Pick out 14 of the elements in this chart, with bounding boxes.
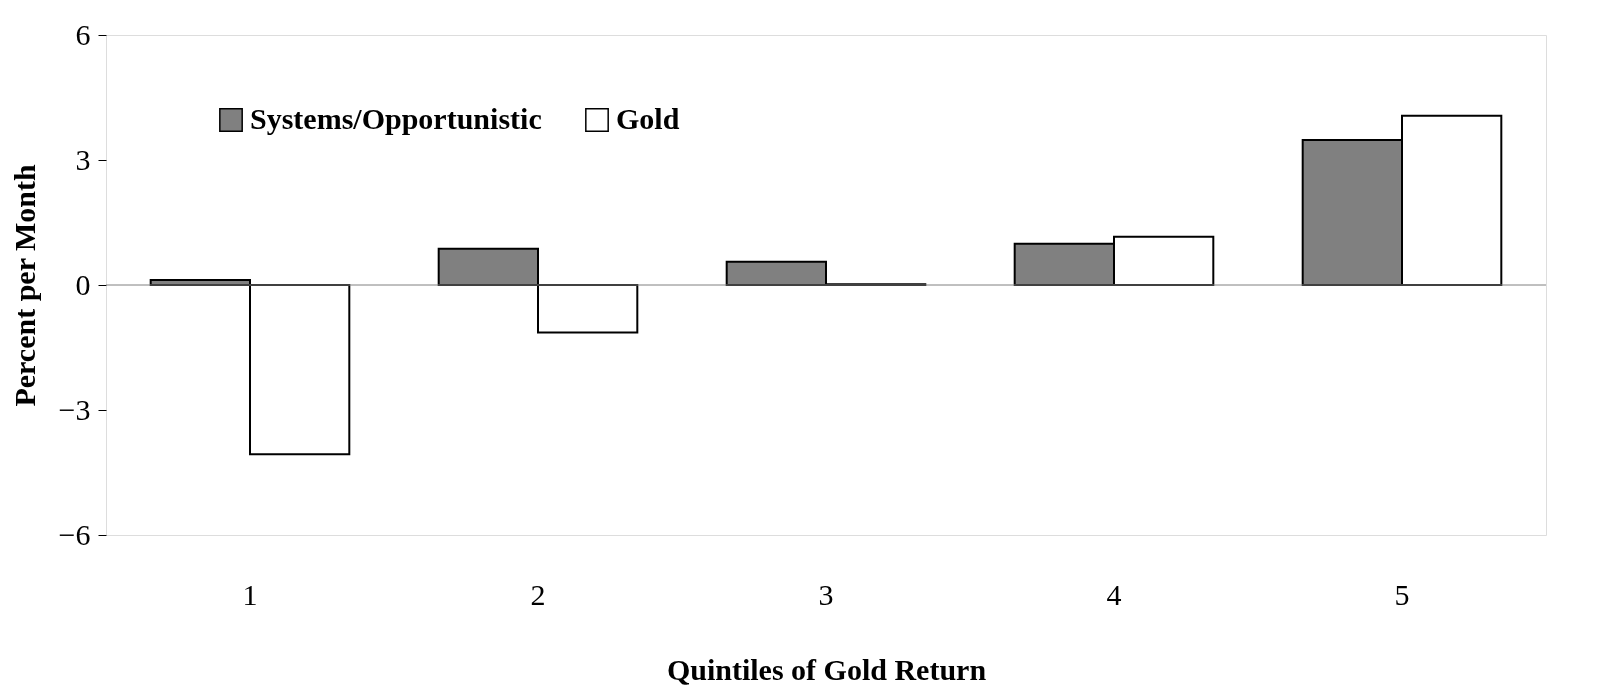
y-tick-label: 0 bbox=[75, 267, 91, 301]
x-tick-label: 2 bbox=[530, 577, 546, 611]
x-tick-label: 3 bbox=[818, 577, 834, 611]
x-axis-title: Quintiles of Gold Return bbox=[666, 652, 987, 686]
x-tick-label: 1 bbox=[242, 577, 258, 611]
y-tick-label: −3 bbox=[58, 392, 91, 426]
legend-label: Gold bbox=[616, 102, 680, 135]
x-tick-label: 5 bbox=[1394, 577, 1410, 611]
y-tick-label: −6 bbox=[58, 517, 91, 551]
x-tick-label: 4 bbox=[1106, 577, 1122, 611]
legend-label: Systems/Opportunistic bbox=[250, 102, 542, 135]
y-tick-label: 6 bbox=[75, 17, 91, 51]
y-tick-label: 3 bbox=[75, 142, 91, 176]
y-axis-title: Percent per Month bbox=[7, 164, 41, 407]
